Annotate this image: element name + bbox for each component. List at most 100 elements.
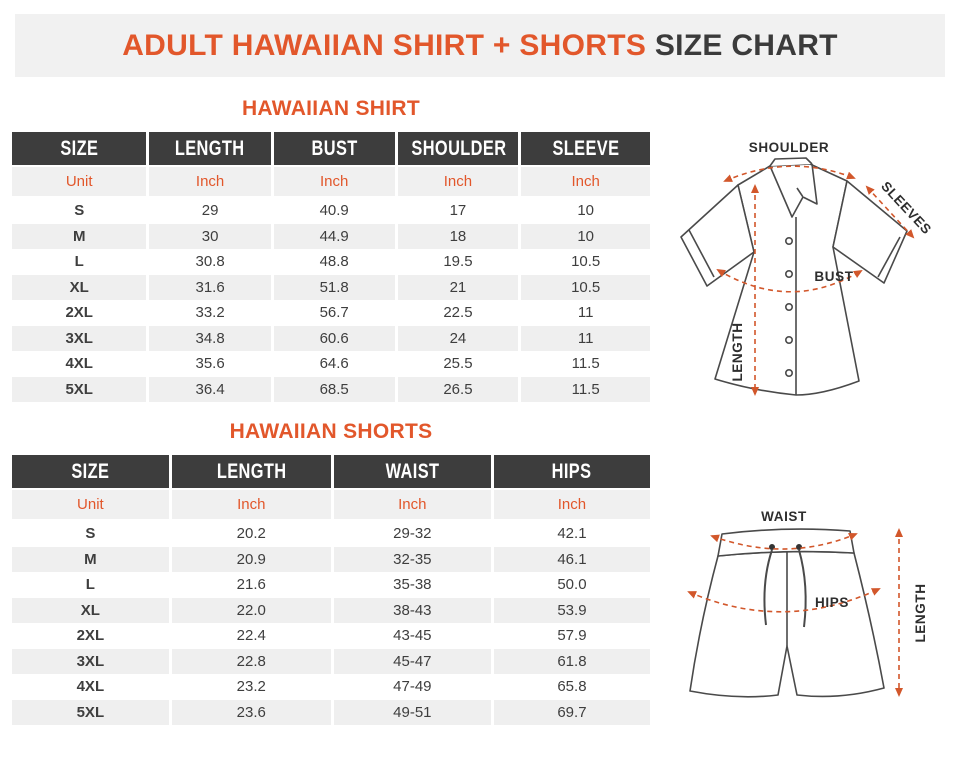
table-row: M 30 44.9 18 10 — [12, 223, 650, 249]
table-row: XL 31.6 51.8 21 10.5 — [12, 274, 650, 300]
unit-cell: Inch — [168, 489, 333, 521]
waist-label: WAIST — [761, 509, 807, 524]
shirt-measure-arrows — [716, 165, 915, 396]
unit-cell: Inch — [518, 166, 650, 198]
value-cell: 51.8 — [270, 274, 397, 300]
value-cell: 22.8 — [168, 648, 333, 674]
value-cell: 43-45 — [330, 623, 493, 649]
value-cell: 38-43 — [330, 597, 493, 623]
unit-row: Unit Inch Inch Inch — [12, 489, 650, 521]
bust-arrow — [716, 268, 863, 293]
value-cell: 20.9 — [168, 546, 333, 572]
value-cell: 22.0 — [168, 597, 333, 623]
value-cell: 56.7 — [270, 300, 397, 326]
table-row: 3XL 22.8 45-47 61.8 — [12, 648, 650, 674]
column-header-label: BUST — [311, 136, 358, 160]
size-cell: 3XL — [12, 325, 148, 351]
value-cell: 10.5 — [518, 274, 650, 300]
unit-cell: Inch — [270, 166, 397, 198]
column-header: WAIST — [330, 455, 493, 490]
value-cell: 17 — [394, 197, 520, 224]
value-cell: 32-35 — [330, 546, 493, 572]
unit-cell: Inch — [330, 489, 493, 521]
unit-row: Unit Inch Inch Inch Inch — [12, 166, 650, 198]
table-row: L 30.8 48.8 19.5 10.5 — [12, 249, 650, 275]
value-cell: 57.9 — [490, 623, 650, 649]
unit-cell: Inch — [394, 166, 520, 198]
title-banner: ADULT HAWAIIAN SHIRT + SHORTS SIZE CHART — [15, 14, 945, 77]
table-row: 4XL 23.2 47-49 65.8 — [12, 674, 650, 700]
value-cell: 45-47 — [330, 648, 493, 674]
shorts-measure-arrows — [687, 528, 903, 697]
value-cell: 11.5 — [518, 376, 650, 402]
shirt-left-cuff-line — [688, 229, 715, 278]
table-row: 5XL 23.6 49-51 69.7 — [12, 699, 650, 725]
value-cell: 29-32 — [330, 520, 493, 547]
shorts-outline — [689, 528, 885, 698]
sleeve-arrow — [865, 185, 915, 239]
value-cell: 44.9 — [270, 223, 397, 249]
shorts-size-table: SIZE LENGTH WAIST HIPS Unit Inch Inch Inch S 20.2… — [12, 455, 650, 725]
page-title-highlight: ADULT HAWAIIAN SHIRT + SHORTS — [122, 28, 655, 62]
value-cell: 22.5 — [394, 300, 520, 326]
value-cell: 69.7 — [490, 699, 650, 725]
column-header: HIPS — [490, 455, 650, 490]
column-header-label: LENGTH — [216, 459, 287, 483]
shirt-left-sleeve — [680, 184, 755, 287]
table-row: 2XL 22.4 43-45 57.9 — [12, 623, 650, 649]
page-title: ADULT HAWAIIAN SHIRT + SHORTS SIZE CHART — [122, 29, 838, 63]
shirt-right-cuff-line — [877, 236, 901, 278]
size-cell: S — [12, 197, 148, 224]
hips-label: HIPS — [815, 595, 849, 610]
value-cell: 65.8 — [490, 674, 650, 700]
value-cell: 10 — [518, 197, 650, 224]
value-cell: 47-49 — [330, 674, 493, 700]
value-cell: 30.8 — [146, 249, 273, 275]
shirt-section-heading: HAWAIIAN SHIRT — [241, 97, 421, 120]
size-cell: 2XL — [12, 300, 148, 326]
header-row: SIZE LENGTH BUST SHOULDER SLEEVE — [12, 132, 650, 167]
value-cell: 10.5 — [518, 249, 650, 275]
column-header: LENGTH — [146, 132, 273, 167]
value-cell: 60.6 — [270, 325, 397, 351]
value-cell: 18 — [394, 223, 520, 249]
waist-arrow — [710, 532, 858, 550]
size-cell: 4XL — [12, 351, 148, 377]
size-cell: 2XL — [12, 623, 171, 649]
shirt-outline — [680, 157, 908, 396]
shorts-measurement-diagram: WAIST HIPS LENGTH — [687, 509, 928, 698]
page-title-rest: SIZE CHART — [654, 28, 838, 62]
value-cell: 22.4 — [168, 623, 333, 649]
size-cell: 5XL — [12, 376, 148, 402]
column-header-label: SIZE — [60, 136, 99, 160]
value-cell: 40.9 — [270, 197, 397, 224]
value-cell: 29 — [146, 197, 273, 224]
table-row: 3XL 34.8 60.6 24 11 — [12, 325, 650, 351]
column-header: BUST — [270, 132, 397, 167]
value-cell: 23.2 — [168, 674, 333, 700]
table-row: 2XL 33.2 56.7 22.5 11 — [12, 300, 650, 326]
value-cell: 21.6 — [168, 572, 333, 598]
unit-cell: Inch — [490, 489, 650, 521]
shirt-collar-back — [769, 157, 813, 167]
value-cell: 53.9 — [490, 597, 650, 623]
shirt-measurement-diagram: SHOULDER SLEEVES BUST LENGTH — [680, 140, 934, 396]
unit-cell: Unit — [12, 166, 148, 198]
value-cell: 11 — [518, 325, 650, 351]
value-cell: 49-51 — [330, 699, 493, 725]
size-cell: S — [12, 520, 171, 547]
size-cell: L — [12, 249, 148, 275]
column-header-label: SIZE — [71, 459, 110, 483]
size-cell: L — [12, 572, 171, 598]
value-cell: 21 — [394, 274, 520, 300]
value-cell: 24 — [394, 325, 520, 351]
column-header: SIZE — [12, 132, 148, 167]
size-cell: M — [12, 546, 171, 572]
value-cell: 10 — [518, 223, 650, 249]
value-cell: 11 — [518, 300, 650, 326]
column-header: LENGTH — [168, 455, 333, 490]
size-cell: 3XL — [12, 648, 171, 674]
value-cell: 36.4 — [146, 376, 273, 402]
column-header-label: SLEEVE — [552, 136, 620, 160]
table-row: 4XL 35.6 64.6 25.5 11.5 — [12, 351, 650, 377]
